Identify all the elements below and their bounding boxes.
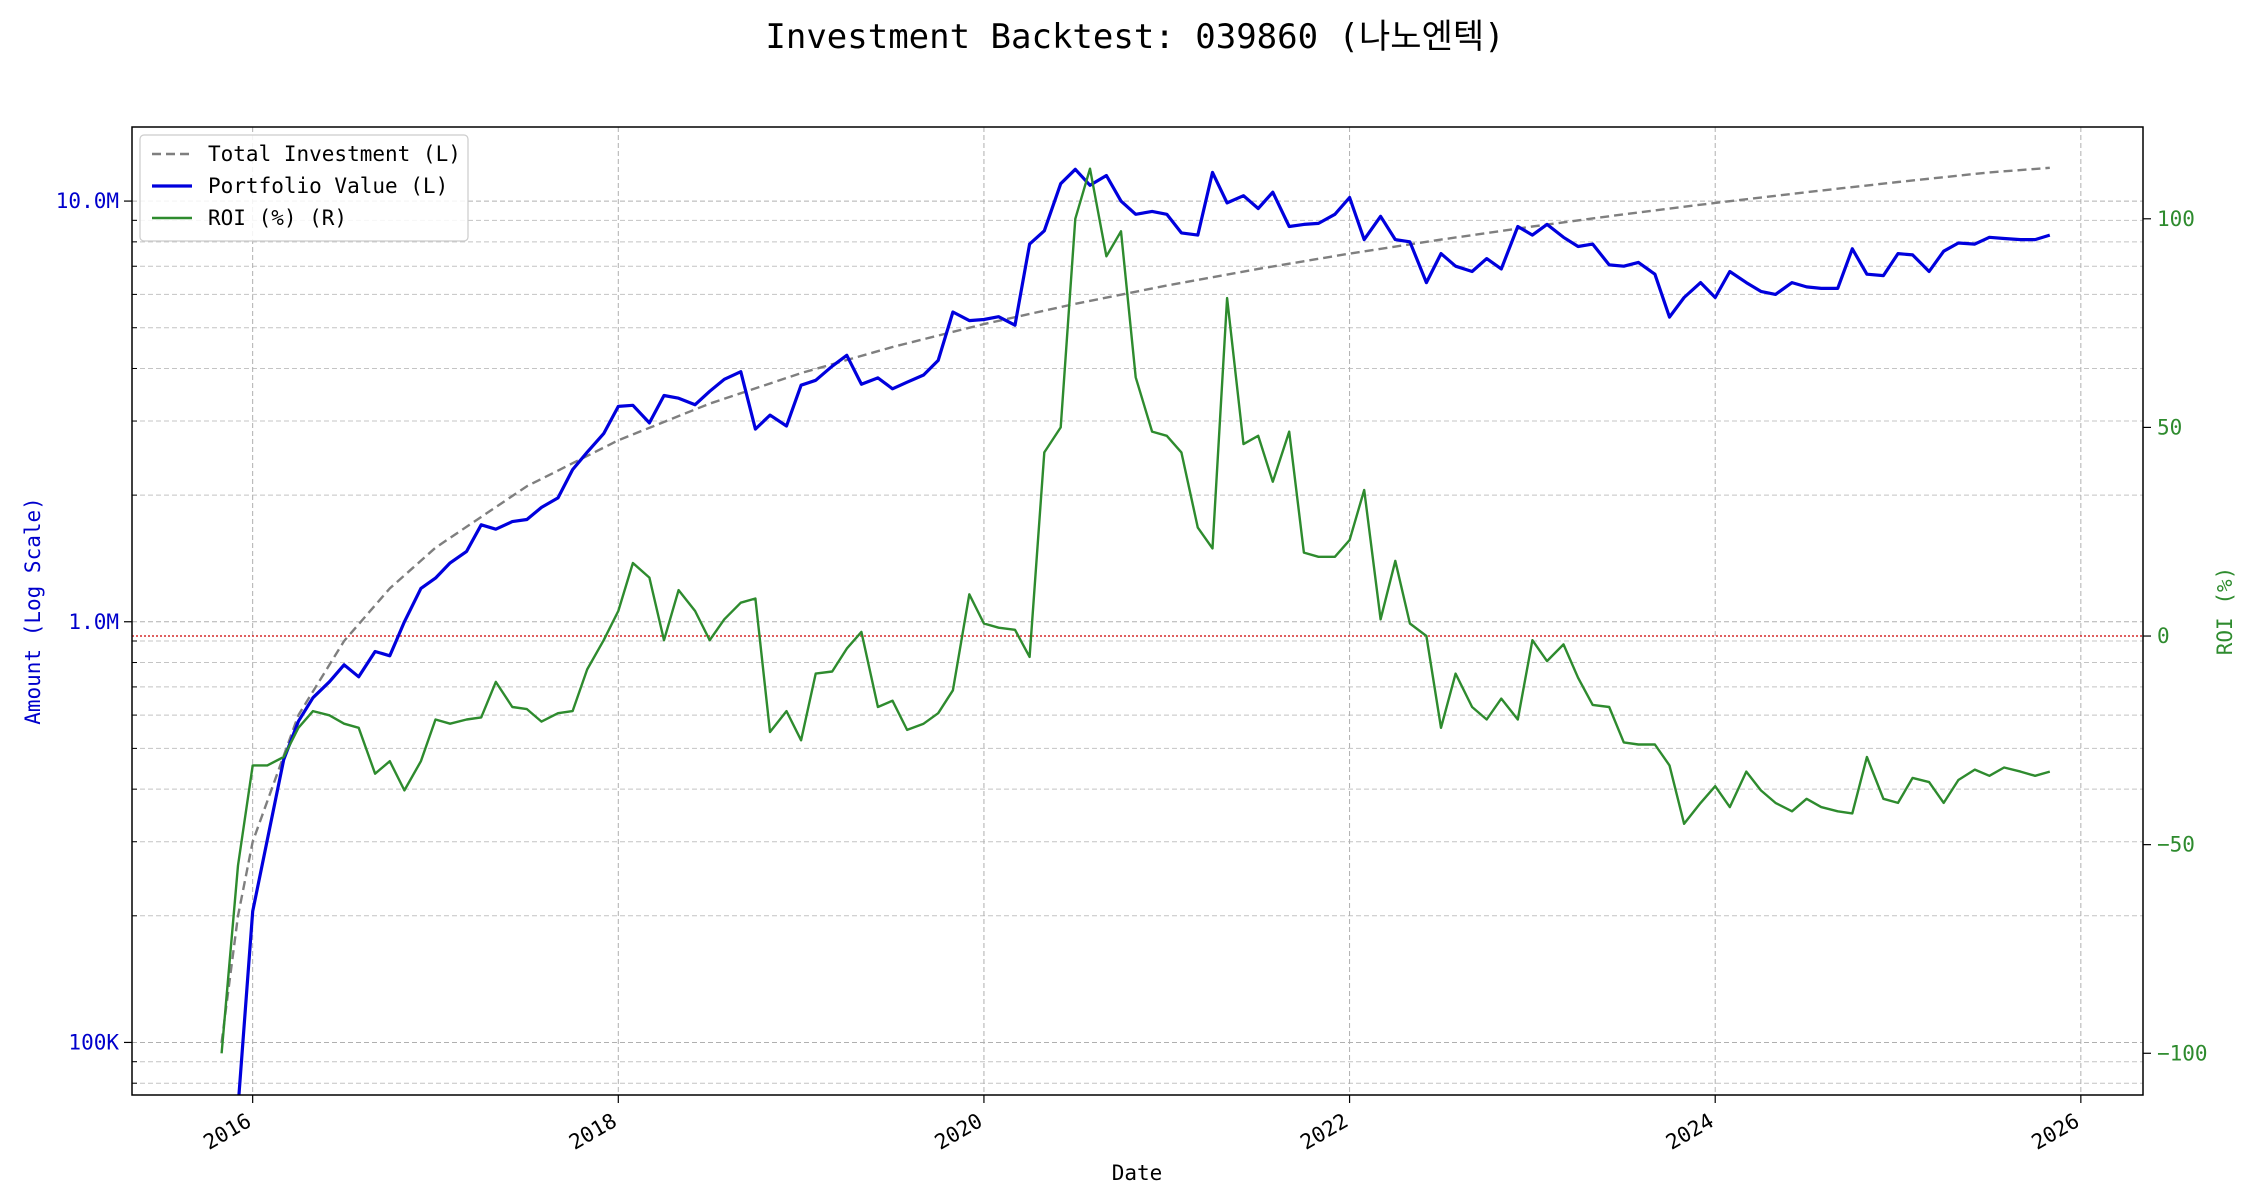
legend-entry-label: Total Investment (L): [208, 142, 461, 166]
legend-entry-label: Portfolio Value (L): [208, 174, 448, 198]
chart-title: Investment Backtest: 039860 (나노엔텍): [765, 17, 1504, 57]
plot-area: [131, 126, 2144, 1096]
roi-line: [220, 167, 2051, 1054]
legend: Total Investment (L) Portfolio Value (L) R…: [139, 134, 469, 242]
y-axis-right: −100 −50 0 50 100: [2143, 207, 2208, 1065]
plot-frame: [131, 126, 2144, 1096]
y-left-tick-label: 1.0M: [68, 610, 119, 634]
y-right-tick-label: −50: [2157, 833, 2195, 857]
portfolio-value-line: [237, 167, 2051, 1095]
plot-background: [132, 127, 2143, 1095]
y-right-tick-label: 100: [2157, 207, 2195, 231]
y-axis-right-label: ROI (%): [2213, 567, 2237, 656]
legend-box: [139, 134, 469, 242]
y-left-tick-label: 10.0M: [56, 189, 119, 213]
legend-entry-label: ROI (%) (R): [208, 206, 347, 230]
y-right-tick-label: −100: [2157, 1041, 2208, 1065]
y-axis-left: 100K 1.0M 10.0M: [56, 189, 137, 1084]
y-left-tick-label: 100K: [68, 1030, 119, 1054]
y-axis-left-label: Amount (Log Scale): [21, 497, 45, 725]
x-axis-label: Date: [1112, 1161, 1163, 1185]
total-investment-line: [220, 166, 2050, 1043]
y-right-tick-label: 50: [2157, 415, 2182, 439]
y-right-tick-label: 0: [2157, 624, 2170, 648]
series-lines: [132, 166, 2143, 1095]
